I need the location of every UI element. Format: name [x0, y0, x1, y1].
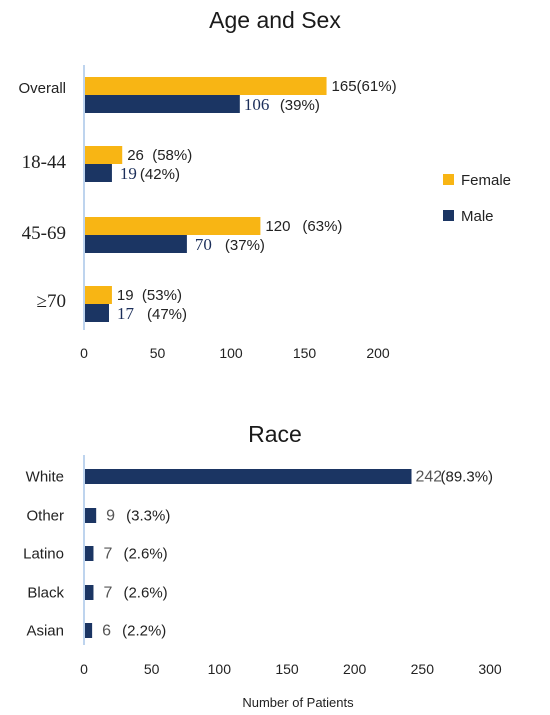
chart-title: Race — [248, 421, 302, 447]
category-label: ≥70 — [37, 291, 66, 312]
bar-male — [85, 304, 109, 322]
legend-label-female: Female — [461, 172, 511, 189]
value-label-female: 19 — [117, 287, 134, 304]
bar-race — [85, 585, 94, 600]
bar-female — [85, 286, 112, 304]
legend-swatch-male — [443, 210, 454, 221]
x-tick-label: 150 — [275, 661, 299, 677]
percent-label-male: (47%) — [147, 306, 187, 323]
x-tick-label: 0 — [80, 661, 88, 677]
percent-label: (3.3%) — [126, 508, 170, 525]
percent-label: (2.6%) — [123, 585, 167, 602]
category-label: 45-69 — [22, 223, 66, 244]
bar-female — [85, 146, 123, 164]
category-label: Overall — [18, 80, 66, 97]
percent-label-female: (53%) — [142, 287, 182, 304]
percent-label-female: (63%) — [302, 218, 342, 235]
value-label-female: 26 — [127, 147, 144, 164]
category-label: Asian — [26, 623, 64, 640]
x-tick-label: 150 — [293, 345, 317, 361]
x-tick-label: 50 — [144, 661, 160, 677]
value-label: 242 — [416, 469, 443, 486]
bar-male — [85, 235, 187, 253]
x-tick-label: 100 — [219, 345, 243, 361]
x-axis-title: Number of Patients — [242, 695, 354, 710]
percent-label: (2.2%) — [122, 623, 166, 640]
category-label: Black — [27, 585, 64, 602]
category-label: 18-44 — [22, 152, 67, 173]
category-label: Latino — [23, 546, 64, 563]
category-label: Other — [26, 508, 64, 525]
value-label-male: 17 — [117, 304, 134, 323]
value-label: 7 — [103, 585, 112, 602]
x-tick-label: 200 — [366, 345, 390, 361]
value-label-male: 70 — [195, 235, 212, 254]
value-label-female: 165 — [332, 78, 357, 95]
x-tick-label: 200 — [343, 661, 367, 677]
bar-race — [85, 546, 94, 561]
percent-label-female: (58%) — [152, 147, 192, 164]
value-label: 7 — [103, 546, 112, 563]
percent-label: (89.3%) — [441, 469, 494, 486]
category-label: White — [26, 469, 64, 486]
race-chart: Race White 242(89.3%) Other 9 (3.3%) Latino 7 (2… — [23, 421, 502, 710]
bar-race — [85, 469, 412, 484]
bar-female — [85, 77, 327, 95]
x-tick-label: 300 — [478, 661, 502, 677]
chart-title: Age and Sex — [209, 7, 341, 33]
percent-label-male: (39%) — [280, 97, 320, 114]
percent-label-male: (37%) — [225, 237, 265, 254]
value-label: 6 — [102, 623, 111, 640]
x-tick-label: 250 — [411, 661, 435, 677]
value-label: 9 — [106, 508, 115, 525]
bar-female — [85, 217, 261, 235]
x-tick-label: 0 — [80, 345, 88, 361]
percent-label: (2.6%) — [123, 546, 167, 563]
age-sex-chart: Age and Sex Overall 165 (61%) 106 (39%) 18-44 2… — [18, 7, 511, 361]
value-label-female: 120 — [265, 218, 290, 235]
bar-male — [85, 164, 112, 182]
bar-race — [85, 623, 93, 638]
percent-label-male: (42%) — [140, 166, 180, 183]
percent-label-female: (61%) — [357, 78, 397, 95]
value-label-male: 106 — [244, 95, 270, 114]
bar-male — [85, 95, 240, 113]
x-tick-label: 50 — [150, 345, 166, 361]
legend-label-male: Male — [461, 208, 494, 225]
bar-race — [85, 508, 97, 523]
value-label-male: 19 — [120, 164, 137, 183]
legend-swatch-female — [443, 174, 454, 185]
x-tick-label: 100 — [208, 661, 232, 677]
